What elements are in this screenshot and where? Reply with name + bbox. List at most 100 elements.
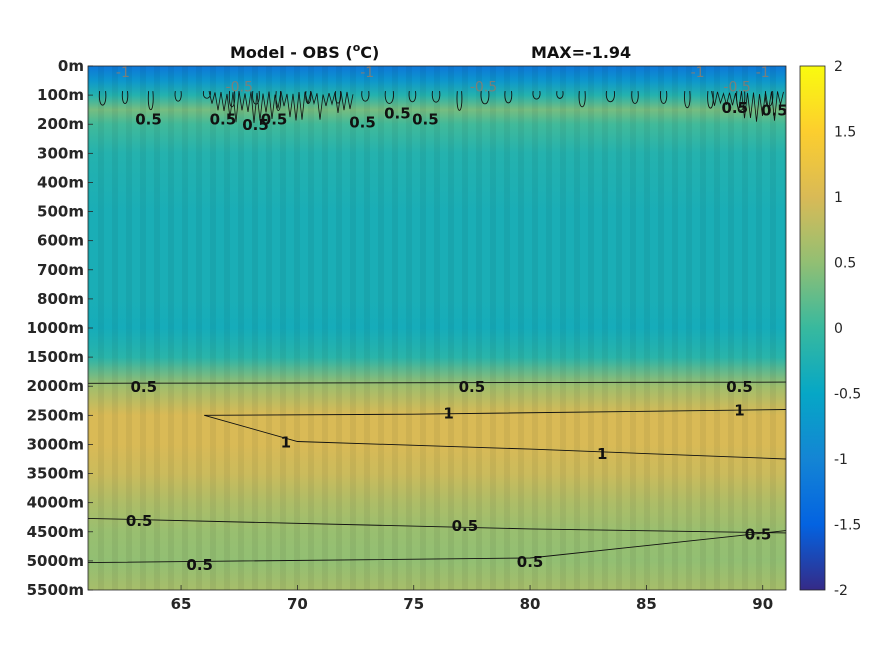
y-tick-label: 600m bbox=[37, 232, 84, 250]
x-tick-label: 85 bbox=[636, 595, 657, 613]
surface-contour-loop bbox=[660, 91, 668, 104]
x-tick-label: 80 bbox=[520, 595, 541, 613]
surface-contour-loop bbox=[361, 91, 370, 102]
y-tick-label: 2000m bbox=[27, 377, 84, 395]
surface-contour-loop bbox=[408, 91, 417, 103]
contour-label-faint: -0.5 bbox=[226, 80, 253, 96]
colorbar-tick-label: 0.5 bbox=[834, 256, 856, 272]
colorbar-tick-label: -2 bbox=[834, 583, 848, 599]
y-tick-label: 3500m bbox=[27, 465, 84, 483]
surface-contour-loop bbox=[532, 91, 541, 100]
contour-label: 0.5 bbox=[135, 110, 162, 128]
colorbar-ticks: 2 1.5 1 0.5 0 -0.5 -1 -1.5 -2 bbox=[834, 59, 861, 599]
y-tick-label: 300m bbox=[37, 144, 84, 162]
y-tick-label: 500m bbox=[37, 203, 84, 221]
contour-label: 0.5 bbox=[131, 378, 158, 396]
contour-label: 0.5 bbox=[210, 110, 237, 128]
surface-contour-loop bbox=[202, 91, 211, 99]
surface-contour-loop bbox=[707, 91, 714, 109]
surface-contour-loop bbox=[578, 91, 586, 108]
contour-line-0-5 bbox=[88, 381, 786, 384]
contour-label: 0.5 bbox=[261, 110, 288, 128]
contour-label: 0.5 bbox=[349, 113, 376, 131]
y-tick-label: 400m bbox=[37, 173, 84, 191]
x-axis-ticks: 65 70 75 80 85 90 bbox=[171, 585, 773, 613]
surface-contour-loop bbox=[684, 91, 691, 109]
x-tick-label: 70 bbox=[287, 595, 308, 613]
colorbar-tick-label: -1 bbox=[834, 452, 848, 468]
contour-label-faint: -1 bbox=[756, 65, 770, 81]
contour-label: 0.5 bbox=[452, 517, 479, 535]
y-tick-label: 5500m bbox=[27, 581, 84, 599]
contour-label: 1 bbox=[734, 402, 744, 420]
max-annotation: MAX=-1.94 bbox=[531, 43, 631, 62]
y-tick-label: 5000m bbox=[27, 552, 84, 570]
contour-label: 0.5 bbox=[517, 553, 544, 571]
contour-label: 0.5 bbox=[412, 110, 439, 128]
surface-contour-loop bbox=[384, 91, 394, 104]
contour-label: 0.5 bbox=[722, 99, 749, 117]
y-tick-label: 4000m bbox=[27, 494, 84, 512]
colorbar: 2 1.5 1 0.5 0 -0.5 -1 -1.5 -2 bbox=[799, 59, 861, 599]
surface-contour-loop bbox=[556, 91, 564, 99]
colorbar-tick-label: 2 bbox=[834, 59, 843, 75]
contour-label-faint: -1 bbox=[116, 65, 130, 81]
contour-label: 0.5 bbox=[126, 512, 153, 530]
contour-label-faint: -1 bbox=[360, 65, 374, 81]
contour-label: 0.5 bbox=[242, 116, 269, 134]
contour-label: 1 bbox=[443, 404, 453, 422]
contour-lines bbox=[88, 381, 786, 564]
surface-contour-group bbox=[98, 91, 784, 123]
contour-label: 1 bbox=[281, 434, 291, 452]
colorbar-gradient bbox=[799, 65, 826, 591]
y-tick-label: 3000m bbox=[27, 435, 84, 453]
surface-contour-loop bbox=[98, 91, 107, 106]
contour-label: 0.5 bbox=[726, 378, 753, 396]
heatmap-texture bbox=[88, 66, 786, 590]
y-tick-label: 0m bbox=[58, 57, 84, 75]
y-tick-label: 800m bbox=[37, 290, 84, 308]
colorbar-tick-label: -1.5 bbox=[834, 518, 861, 534]
surface-contour-loop bbox=[228, 91, 236, 108]
contour-label-faint: -0.5 bbox=[723, 80, 750, 96]
x-tick-label: 90 bbox=[752, 595, 773, 613]
y-axis-ticks: 0m 100m 200m 300m 400m 500m 600m 700m 800m 1000m 1… bbox=[27, 57, 93, 599]
x-tick-label: 65 bbox=[171, 595, 192, 613]
colorbar-tick-label: 1 bbox=[834, 190, 843, 206]
colorbar-tick-label: -0.5 bbox=[834, 387, 861, 403]
y-tick-label: 4500m bbox=[27, 523, 84, 541]
surface-contour-loop bbox=[736, 91, 746, 111]
surface-contour-loop bbox=[504, 91, 513, 104]
contour-label-faint: -1 bbox=[691, 65, 705, 81]
x-tick-label: 75 bbox=[403, 595, 424, 613]
y-tick-label: 2500m bbox=[27, 406, 84, 424]
contour-label: 1 bbox=[597, 445, 607, 463]
surface-contour-loop bbox=[121, 91, 129, 104]
surface-contour-loop bbox=[431, 91, 441, 103]
contour-line-1 bbox=[204, 409, 786, 416]
surface-contour-dense bbox=[208, 91, 354, 123]
surface-contour-loop bbox=[275, 91, 282, 112]
chart-title: Model - OBS (oC) bbox=[230, 41, 379, 62]
y-tick-label: 200m bbox=[37, 115, 84, 133]
y-tick-label: 1000m bbox=[27, 319, 84, 337]
contour-label: 0.5 bbox=[384, 105, 411, 123]
surface-contour-loop bbox=[174, 91, 182, 102]
contour-label: 0.5 bbox=[761, 102, 788, 120]
y-tick-label: 1500m bbox=[27, 348, 84, 366]
contour-label: 0.5 bbox=[459, 378, 486, 396]
contour-line-0-5 bbox=[88, 530, 786, 564]
y-tick-label: 700m bbox=[37, 261, 84, 279]
surface-contour-loop bbox=[480, 91, 490, 105]
colorbar-tick-label: 1.5 bbox=[834, 125, 856, 141]
surface-contour-loop bbox=[605, 91, 615, 103]
contour-label-faint: -0.5 bbox=[470, 80, 497, 96]
surface-contour-loop bbox=[631, 91, 639, 104]
surface-contour-loop bbox=[456, 91, 463, 111]
surface-contour-dense bbox=[711, 91, 784, 122]
surface-contour-loop bbox=[147, 91, 154, 111]
y-tick-label: 100m bbox=[37, 86, 84, 104]
